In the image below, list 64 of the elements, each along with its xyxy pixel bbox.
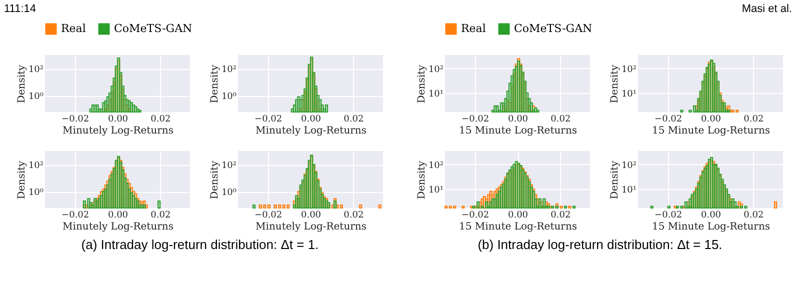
y-tick-label: 10⁰ (221, 188, 237, 198)
y-tick-label: 10¹ (621, 186, 636, 196)
legend-label: Real (461, 22, 486, 35)
x-tick-label: −0.02 (462, 210, 490, 220)
y-tick-label: 10² (428, 64, 444, 75)
y-tick-label: 10² (28, 65, 44, 75)
y-tick-label: 10² (621, 160, 637, 171)
y-tick-label: 10² (428, 160, 444, 171)
y-axis-title: Density (609, 160, 620, 200)
x-tick-label: −0.02 (62, 114, 90, 124)
text: Masi et al. (742, 3, 792, 17)
y-axis-title: Density (209, 64, 220, 104)
y-tick-label: 10¹ (621, 90, 636, 100)
y-tick-label: 10² (221, 65, 237, 75)
x-axis-title: Minutely Log-Returns (256, 222, 366, 232)
x-tick-label: 0.02 (344, 210, 364, 220)
x-axis-title: Minutely Log-Returns (62, 222, 174, 232)
x-axis-title: 15 Minute Log-Returns (458, 222, 578, 232)
y-tick-label: 10² (28, 161, 44, 171)
x-tick-label: 0.00 (300, 210, 322, 220)
x-tick-label: 0.02 (550, 114, 571, 124)
legend-label: Real (61, 22, 86, 35)
x-tick-label: −0.02 (254, 210, 282, 220)
x-tick-label: −0.02 (254, 114, 282, 124)
y-axis-title: Density (416, 64, 428, 104)
x-tick-label: 0.00 (108, 210, 128, 220)
x-tick-label: −0.02 (654, 114, 682, 124)
y-tick-label: 10¹ (428, 90, 444, 100)
y-tick-label: 10² (621, 64, 637, 75)
y-tick-label: 10¹ (428, 186, 444, 196)
x-axis-title: Minutely Log-Returns (256, 126, 366, 136)
x-axis-title: Minutely Log-Returns (62, 126, 174, 136)
y-axis-title: Density (609, 64, 620, 104)
y-axis-title: Density (16, 64, 28, 104)
x-tick-label: −0.02 (62, 210, 90, 220)
x-axis-title: 15 Minute Log-Returns (652, 126, 770, 136)
y-axis-title: Density (16, 160, 28, 200)
x-tick-label: 0.02 (150, 114, 171, 124)
x-tick-label: −0.02 (654, 210, 682, 220)
y-tick-label: 10⁰ (221, 92, 237, 102)
x-tick-label: 0.02 (150, 210, 171, 220)
y-axis-title: Density (209, 160, 220, 200)
x-tick-label: 0.00 (700, 210, 722, 220)
y-tick-label: 10⁰ (28, 92, 44, 102)
x-tick-label: 0.00 (300, 114, 322, 124)
x-tick-label: 0.02 (744, 210, 764, 220)
y-axis-title: Density (416, 160, 428, 200)
x-tick-label: 0.02 (344, 114, 364, 124)
x-tick-label: −0.02 (462, 114, 490, 124)
text: (b) Intraday log-return distribution: Δt = 15. (478, 237, 722, 252)
x-tick-label: 0.00 (508, 114, 528, 124)
x-tick-label: 0.00 (108, 114, 128, 124)
x-tick-label: 0.02 (744, 114, 764, 124)
text: (a) Intraday log-return distribution: Δt = 1. (81, 237, 319, 252)
legend-label: CoMeTS-GAN (114, 22, 193, 35)
y-tick-label: 10² (221, 161, 237, 171)
x-tick-label: 0.02 (550, 210, 571, 220)
legend-label: CoMeTS-GAN (514, 22, 593, 35)
text: 111:14 (4, 3, 36, 17)
x-tick-label: 0.00 (508, 210, 528, 220)
x-axis-title: 15 Minute Log-Returns (652, 222, 770, 232)
x-axis-title: 15 Minute Log-Returns (458, 126, 578, 136)
x-tick-label: 0.00 (700, 114, 722, 124)
y-tick-label: 10⁰ (28, 188, 44, 198)
